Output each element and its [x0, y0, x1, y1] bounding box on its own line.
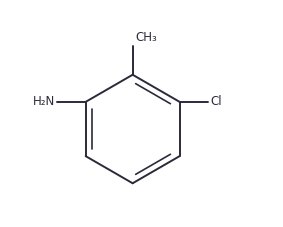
Text: Cl: Cl: [210, 95, 222, 108]
Text: CH₃: CH₃: [135, 31, 157, 44]
Text: H₂N: H₂N: [33, 95, 55, 108]
